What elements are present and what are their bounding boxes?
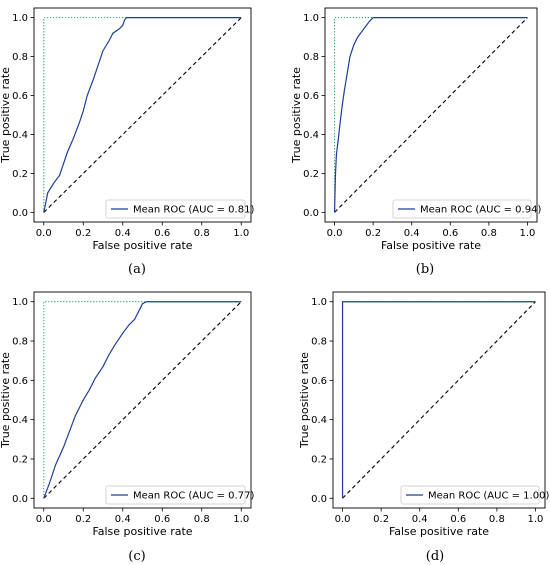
- perfect-classifier-line: [43, 301, 242, 499]
- x-tick-label: 0.2: [373, 514, 389, 525]
- y-tick-label: 1.0: [311, 297, 327, 308]
- y-tick-label: 0.6: [12, 91, 28, 102]
- y-tick-label: 1.0: [12, 297, 28, 308]
- legend-label: Mean ROC (AUC = 0.94): [420, 205, 541, 216]
- y-tick-label: 0.4: [311, 415, 327, 426]
- x-tick-label: 0.4: [404, 228, 420, 239]
- mean-roc-line: [43, 301, 242, 499]
- chance-diagonal-line: [43, 17, 242, 213]
- x-tick-label: 0.0: [36, 228, 52, 239]
- x-tick-label: 0.6: [154, 514, 170, 525]
- y-tick-label: 0.8: [303, 52, 319, 63]
- x-axis-label: False positive rate: [92, 525, 192, 538]
- y-tick-label: 0.8: [12, 337, 28, 348]
- y-axis-label: True positive rate: [0, 352, 12, 449]
- plot-frame: [33, 291, 252, 509]
- chance-diagonal-line: [43, 301, 242, 499]
- x-tick-label: 0.6: [450, 514, 466, 525]
- chance-diagonal-line: [342, 301, 536, 499]
- x-tick-label: 0.2: [75, 514, 91, 525]
- x-tick-label: 0.0: [327, 228, 343, 239]
- panel-caption: (c): [128, 549, 145, 564]
- panel-caption: (d): [426, 549, 444, 564]
- y-tick-label: 0.2: [311, 454, 327, 465]
- x-axis-label: False positive rate: [381, 239, 481, 252]
- plot-frame: [332, 291, 546, 509]
- x-tick-label: 0.0: [36, 514, 52, 525]
- roc-panel-1: 0.0 0.2 0.4 0.6 0.8 1.0 0.0 0.2 0.4 0.6 0.8 1.0 Fals…: [0, 7, 254, 277]
- x-tick-label: 0.0: [335, 514, 351, 525]
- y-tick-label: 0.2: [12, 454, 28, 465]
- legend-label: Mean ROC (AUC = 0.81): [133, 205, 254, 216]
- chance-diagonal-line: [334, 17, 528, 213]
- legend-box: [105, 485, 246, 505]
- plot-frame: [33, 7, 252, 223]
- mean-roc-line: [43, 17, 242, 213]
- panel-caption: (a): [128, 262, 146, 277]
- x-tick-label: 0.8: [194, 514, 210, 525]
- x-tick-label: 0.8: [194, 228, 210, 239]
- panel-caption: (b): [416, 262, 434, 277]
- legend-box: [105, 199, 246, 219]
- x-tick-label: 0.4: [115, 514, 131, 525]
- roc-panel-2: 0.0 0.2 0.4 0.6 0.8 1.0 0.0 0.2 0.4 0.6 0.8 1.0 Fals…: [290, 7, 541, 277]
- x-tick-label: 0.2: [75, 228, 91, 239]
- roc-panel-4: 0.0 0.2 0.4 0.6 0.8 1.0 0.0 0.2 0.4 0.6 0.8 1.0 Fals…: [298, 291, 549, 564]
- y-axis-label: True positive rate: [0, 67, 12, 164]
- y-tick-label: 0.0: [311, 494, 327, 505]
- x-tick-label: 1.0: [233, 514, 249, 525]
- mean-roc-line: [333, 17, 528, 213]
- x-tick-label: 1.0: [520, 228, 536, 239]
- y-tick-label: 0.2: [303, 169, 319, 180]
- y-tick-label: 0.8: [12, 52, 28, 63]
- mean-roc-line: [341, 301, 536, 499]
- x-axis-label: False positive rate: [389, 525, 489, 538]
- y-tick-label: 0.6: [311, 376, 327, 387]
- y-tick-label: 0.0: [12, 494, 28, 505]
- x-tick-label: 0.4: [115, 228, 131, 239]
- x-axis-label: False positive rate: [92, 239, 192, 252]
- y-tick-label: 0.0: [303, 208, 319, 219]
- x-tick-label: 0.2: [365, 228, 381, 239]
- x-tick-label: 0.8: [481, 228, 497, 239]
- y-tick-label: 0.6: [303, 91, 319, 102]
- y-tick-label: 0.2: [12, 169, 28, 180]
- legend-label: Mean ROC (AUC = 0.77): [133, 491, 254, 502]
- x-tick-label: 0.4: [412, 514, 428, 525]
- y-tick-label: 0.8: [311, 337, 327, 348]
- legend-box: [392, 199, 532, 219]
- y-tick-label: 0.0: [12, 208, 28, 219]
- y-tick-label: 1.0: [12, 13, 28, 24]
- y-axis-label: True positive rate: [290, 67, 303, 164]
- y-tick-label: 0.4: [12, 130, 28, 141]
- y-tick-label: 0.4: [303, 130, 319, 141]
- x-tick-label: 1.0: [528, 514, 544, 525]
- legend-label: Mean ROC (AUC = 1.00): [428, 491, 549, 502]
- y-tick-label: 0.4: [12, 415, 28, 426]
- x-tick-label: 0.6: [442, 228, 458, 239]
- plot-frame: [324, 7, 538, 223]
- y-tick-label: 0.6: [12, 376, 28, 387]
- legend-box: [400, 485, 540, 505]
- roc-panel-3: 0.0 0.2 0.4 0.6 0.8 1.0 0.0 0.2 0.4 0.6 0.8 1.0 Fals…: [0, 291, 254, 564]
- x-tick-label: 0.6: [154, 228, 170, 239]
- x-tick-label: 1.0: [233, 228, 249, 239]
- y-axis-label: True positive rate: [298, 352, 311, 449]
- y-tick-label: 1.0: [303, 13, 319, 24]
- x-tick-label: 0.8: [489, 514, 505, 525]
- perfect-classifier-line: [43, 17, 242, 213]
